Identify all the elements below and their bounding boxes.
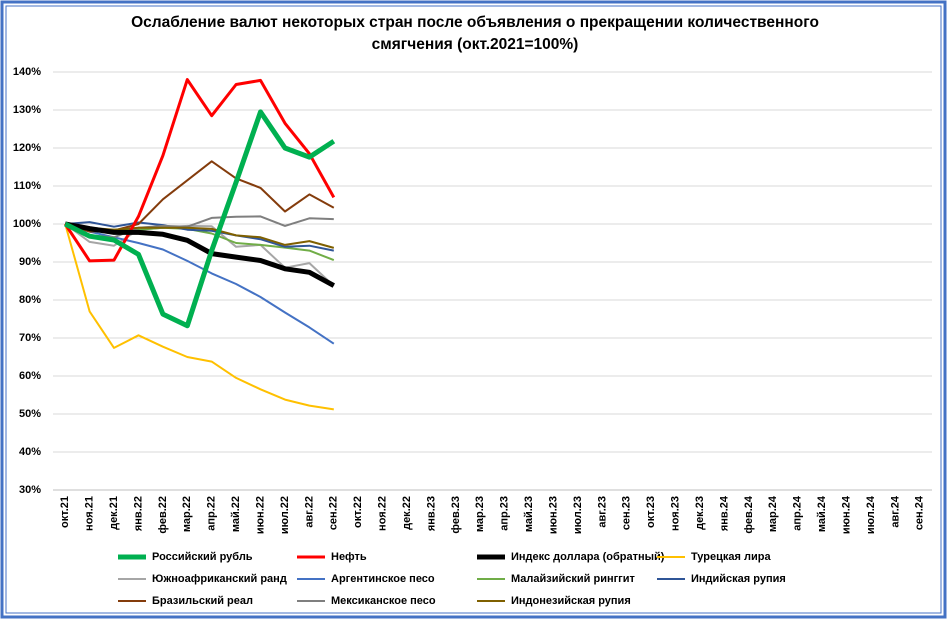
series-line — [64, 109, 336, 329]
x-tick-label: янв.22 — [132, 496, 144, 531]
series-line — [65, 221, 334, 252]
y-tick-label: 120% — [13, 142, 41, 154]
legend-label: Аргентинское песо — [331, 573, 435, 585]
x-tick-label: авг.23 — [596, 496, 608, 528]
x-tick-label: дек.23 — [694, 496, 706, 530]
x-tick-label: дек.22 — [401, 496, 413, 530]
series-line — [63, 78, 336, 263]
frame-inner — [5, 5, 942, 614]
chart-title: Ослабление валют некоторых стран после о… — [131, 14, 819, 53]
y-tick-label: 60% — [19, 370, 41, 382]
x-tick-label: окт.23 — [645, 496, 657, 528]
y-tick-label: 40% — [19, 446, 41, 458]
x-tick-label: авг.22 — [303, 496, 315, 528]
x-tick-label: июл.23 — [572, 496, 584, 534]
x-tick-label: апр.23 — [499, 496, 511, 531]
x-tick-label: фев.23 — [450, 496, 462, 534]
series-line — [64, 221, 335, 288]
x-tick-label: ноя.23 — [670, 496, 682, 531]
x-tick-label: апр.22 — [206, 496, 218, 531]
x-tick-label: авг.24 — [889, 495, 901, 528]
legend-label: Турецкая лира — [691, 551, 771, 563]
legend-label: Индийская рупия — [691, 573, 786, 585]
x-tick-label: июл.24 — [865, 495, 877, 534]
x-tick-label: ноя.21 — [84, 496, 96, 531]
y-tick-label: 130% — [13, 104, 41, 116]
y-tick-label: 70% — [19, 332, 41, 344]
x-tick-label: мар.22 — [181, 496, 193, 532]
x-tick-label: сен.23 — [621, 496, 633, 530]
x-tick-label: июн.23 — [547, 496, 559, 534]
series-line — [64, 160, 335, 233]
x-tick-label: май.23 — [523, 496, 535, 532]
x-tick-label: мар.24 — [767, 495, 779, 532]
x-tick-label: сен.24 — [914, 495, 926, 530]
y-tick-label: 50% — [19, 408, 41, 420]
legend-label: Бразильский реал — [152, 595, 253, 607]
y-tick-label: 80% — [19, 294, 41, 306]
legend-label: Малайзийский ринггит — [511, 573, 636, 585]
legend-label: Российский рубль — [152, 551, 253, 563]
x-tick-label: фев.24 — [743, 495, 755, 534]
y-tick-label: 110% — [13, 180, 41, 192]
x-tick-label: ноя.22 — [377, 496, 389, 531]
legend-label: Индекс доллара (обратный) — [511, 551, 665, 563]
x-tick-label: янв.24 — [718, 495, 730, 531]
x-tick-label: окт.21 — [59, 496, 71, 528]
y-tick-label: 140% — [13, 66, 41, 78]
x-tick-label: фев.22 — [157, 496, 169, 534]
legend-label: Нефть — [331, 551, 367, 563]
x-tick-label: май.24 — [816, 495, 828, 532]
y-tick-label: 100% — [13, 218, 41, 230]
x-tick-label: дек.21 — [108, 496, 120, 530]
x-tick-label: июн.24 — [840, 495, 852, 534]
x-tick-label: июл.22 — [279, 496, 291, 534]
x-tick-label: мар.23 — [474, 496, 486, 532]
legend-label: Индонезийская рупия — [511, 595, 631, 607]
x-tick-label: май.22 — [230, 496, 242, 532]
legend-label: Мексиканское песо — [331, 595, 436, 607]
x-tick-label: янв.23 — [425, 496, 437, 531]
y-tick-label: 30% — [19, 484, 41, 496]
x-tick-label: июн.22 — [254, 496, 266, 534]
x-tick-label: сен.22 — [328, 496, 340, 530]
y-tick-label: 90% — [19, 256, 41, 268]
x-tick-label: апр.24 — [792, 495, 804, 531]
series-line — [64, 223, 334, 411]
legend-label: Южноафриканский ранд — [152, 573, 287, 585]
x-tick-label: окт.22 — [352, 496, 364, 528]
